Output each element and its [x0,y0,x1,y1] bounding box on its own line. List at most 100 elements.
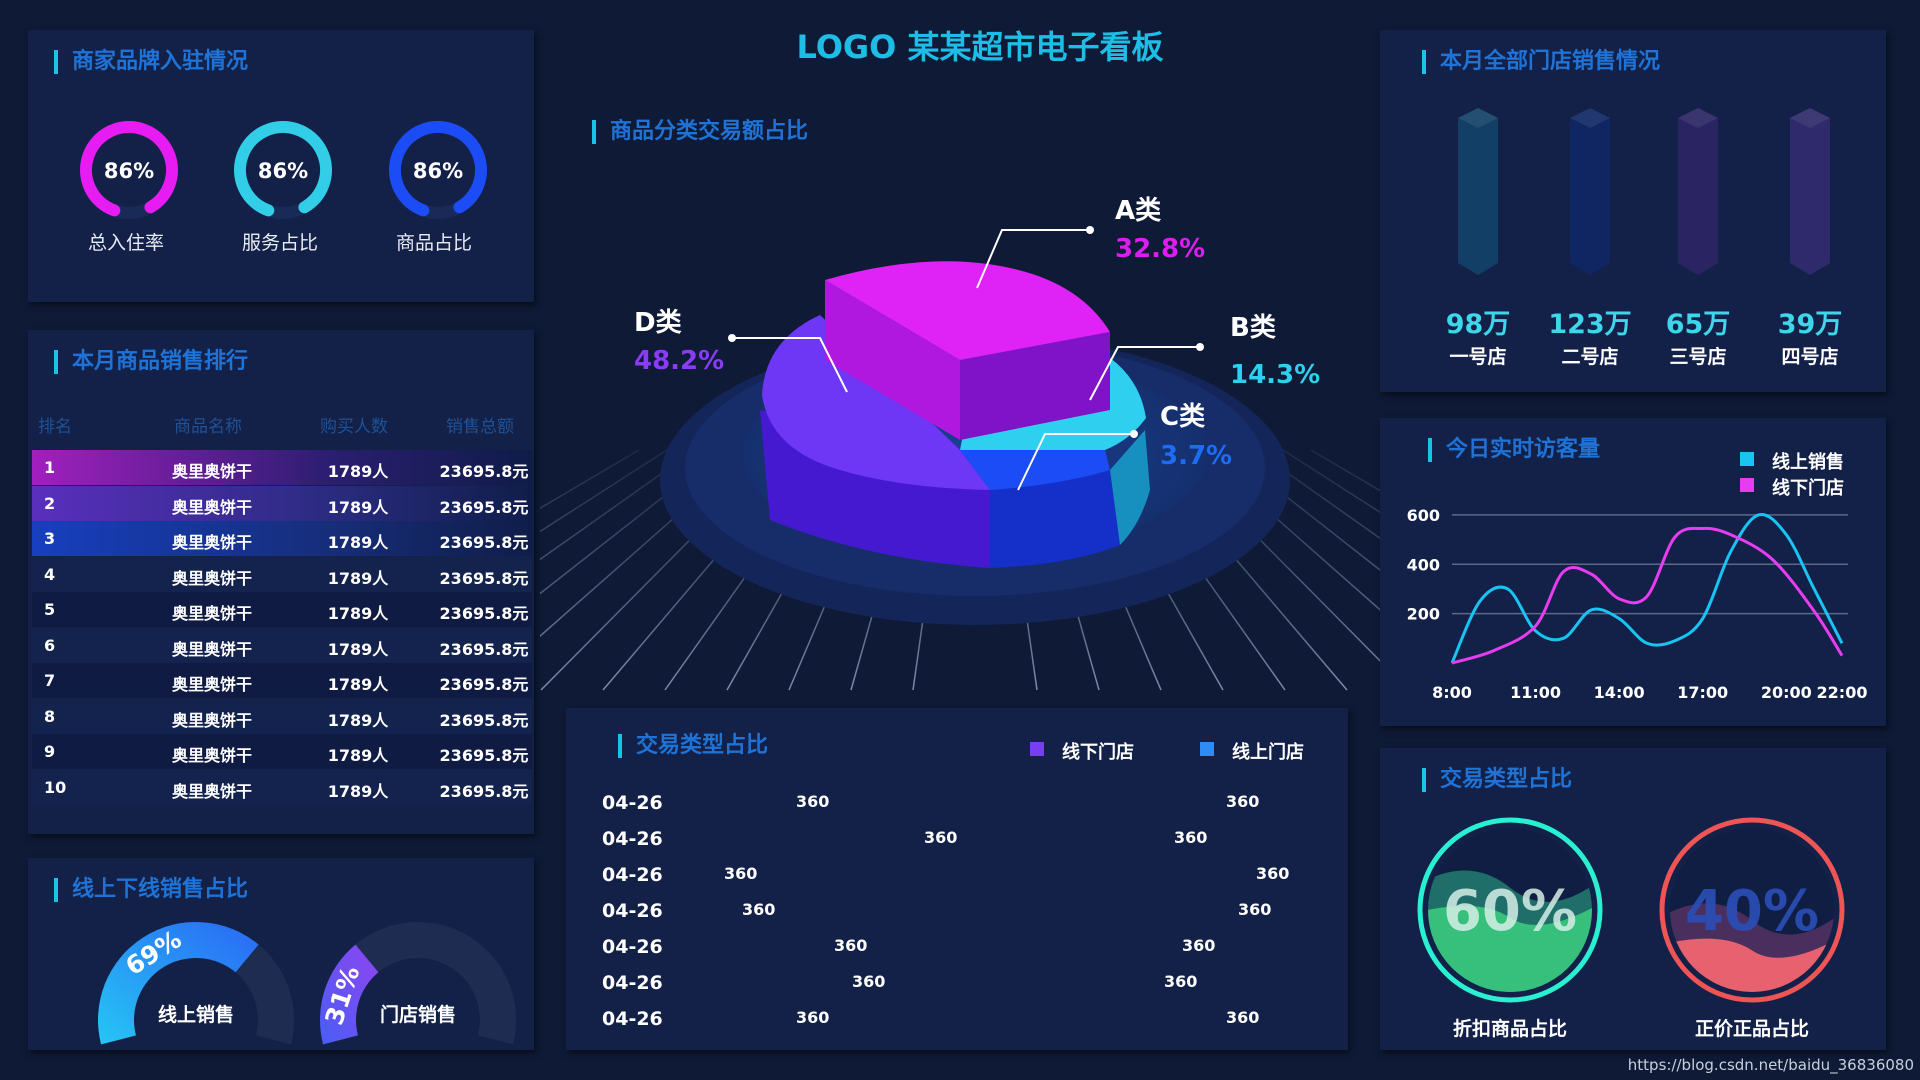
x-tick-label: 22:00 [1817,683,1868,702]
cell-buyers: 1789人 [327,710,389,730]
leader-d [732,337,848,393]
leader-a [976,229,1090,289]
trade-date: 04-26 [602,828,663,850]
grid-line-v [1254,449,1380,540]
cell-name: 奥里奥饼干 [171,675,252,694]
series-line [1451,526,1844,665]
cell-total: 23695.8元 [439,710,529,730]
y-tick-label: 400 [1407,555,1440,574]
grid-line-v [540,449,668,533]
ring-label: 正价正品占比 [1694,1018,1809,1040]
wave-ring-value: 40% [1685,879,1819,944]
table-row[interactable]: 10 奥里奥饼干 1789人 23695.8元 [32,769,532,805]
offline-value: 360 [796,1008,830,1027]
table-row[interactable]: 6 奥里奥饼干 1789人 23695.8元 [32,627,532,663]
x-tick-label: 11:00 [1510,683,1561,702]
pie-label-name: C类 [1160,402,1206,432]
x-tick-label: 17:00 [1677,683,1728,702]
series-line [1450,512,1844,664]
table-row[interactable]: 3 奥里奥饼干 1789人 23695.8元 [32,521,532,556]
cell-rank: 6 [44,635,56,655]
table-row[interactable]: 9 奥里奥饼干 1789人 23695.8元 [32,734,532,769]
legend-label: 线下门店 [1062,742,1134,763]
gauge-track [320,922,516,1045]
store-bar [1678,108,1718,275]
ring-label: 总入住率 [87,232,164,254]
cell-name: 奥里奥饼干 [171,462,252,481]
online-value: 360 [1256,864,1290,883]
legend-label: 线上销售 [1772,452,1844,473]
ring-value: 86% [413,159,463,183]
trade-date: 04-26 [602,1008,663,1030]
table-row[interactable]: 4 奥里奥饼干 1789人 23695.8元 [32,556,532,592]
pie-label-value: 3.7% [1160,441,1233,471]
list-item: 04-26 360 360 [566,864,1348,894]
cell-total: 23695.8元 [439,604,529,623]
col-header-total: 销售总额 [446,417,514,437]
legend-label: 线上门店 [1232,742,1304,763]
table-row[interactable]: 8 奥里奥饼干 1789人 23695.8元 [32,698,532,734]
table-row[interactable]: 7 奥里奥饼干 1789人 23695.8元 [32,663,532,698]
pie-slice-a [825,261,1110,360]
cell-rank: 4 [44,564,56,584]
store-name: 四号店 [1781,346,1839,368]
trade-date: 04-26 [602,936,663,958]
leader-dot [1196,343,1204,351]
offline-value: 360 [834,936,868,955]
cell-buyers: 1789人 [327,781,389,801]
list-item: 04-26 360 360 [566,828,1348,858]
online-value: 360 [1174,828,1208,847]
pie-slice-a-side2 [825,280,960,440]
trade-date: 04-26 [602,972,663,994]
panel-title: 线上下线销售占比 [54,878,248,902]
store-bars [1458,108,1830,275]
offline-value: 360 [724,864,758,883]
cell-name: 奥里奥饼干 [171,781,252,801]
pie-title: 商品分类交易额占比 [592,120,808,144]
wave-ring-border [1659,817,1845,1003]
store-bar-cap [1678,108,1718,128]
cell-rank: 9 [44,742,56,761]
ring-label: 折扣商品占比 [1452,1018,1567,1040]
online-offline-panel: 线上下线销售占比 69% 31% 线上销售 门店销售 [28,858,534,1050]
ring-value: 86% [104,159,154,183]
table-row[interactable]: 1 奥里奥饼干 1789人 23695.8元 [32,450,532,485]
pie-slice-c [960,450,1110,490]
list-item: 04-26 360 360 [566,972,1348,1002]
store-bar-cap [1458,108,1498,128]
pie-slice-a-side [960,332,1110,440]
ranking-panel: 本月商品销售排行 排名 商品名称 购买人数 销售总额 1 奥里奥饼干 1789人 23… [28,330,534,834]
trade-date: 04-26 [602,792,663,814]
online-value: 360 [1226,792,1260,811]
grid-line-v [540,449,640,510]
cell-buyers: 1789人 [327,497,389,517]
ring-progress-arc [389,121,488,219]
gauge-label: 线上销售 [157,1004,234,1026]
offline-value: 360 [796,792,830,811]
pie-slice-c-side [990,470,1120,568]
table-row[interactable]: 2 奥里奥饼干 1789人 23695.8元 [32,485,532,521]
cell-name: 奥里奥饼干 [171,568,252,588]
trade-type-panel: 交易类型占比 线下门店 线上门店 04-26 360 360 04-26 360 360 0… [566,708,1348,1050]
pie-label-name: A类 [1115,196,1162,226]
col-header-buyers: 购买人数 [320,417,388,437]
pie-slice-d [762,315,990,490]
legend-swatch-offline [1740,478,1754,492]
cell-total: 23695.8元 [439,675,529,694]
panel-title: 本月商品销售排行 [54,350,248,374]
legend-label: 线下门店 [1772,478,1844,499]
store-value: 123万 [1548,309,1632,340]
store-value: 65万 [1665,309,1731,340]
leader-c [1017,433,1134,491]
table-row[interactable]: 5 奥里奥饼干 1789人 23695.8元 [32,592,532,627]
cell-rank: 3 [44,529,56,548]
store-bar [1458,108,1498,275]
pie-label-name: D类 [634,308,682,338]
cell-rank: 1 [44,458,56,477]
panel-title: 今日实时访客量 [1428,438,1600,462]
store-bar-cap [1790,108,1830,128]
page-title: LOGO 某某超市电子看板 [796,28,1164,66]
gauge-fill [97,922,259,1045]
brand-rings: 86% 86% 86% [80,121,488,219]
x-tick-label: 20:00 [1761,683,1812,702]
